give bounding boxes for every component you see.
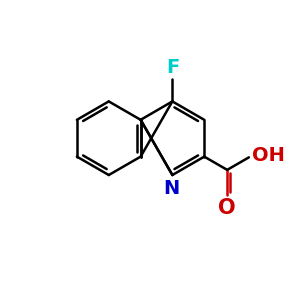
Text: N: N bbox=[163, 179, 179, 198]
Text: OH: OH bbox=[252, 146, 285, 164]
Text: F: F bbox=[166, 58, 179, 77]
Text: O: O bbox=[218, 198, 236, 218]
